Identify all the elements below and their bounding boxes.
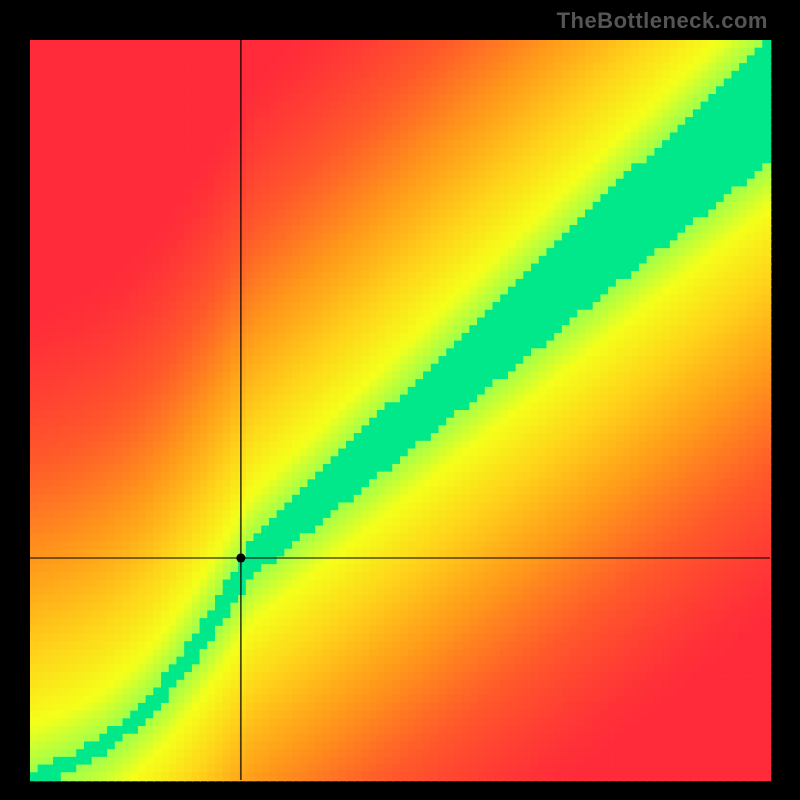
watermark-text: TheBottleneck.com bbox=[557, 8, 768, 34]
bottleneck-heatmap bbox=[0, 0, 800, 800]
